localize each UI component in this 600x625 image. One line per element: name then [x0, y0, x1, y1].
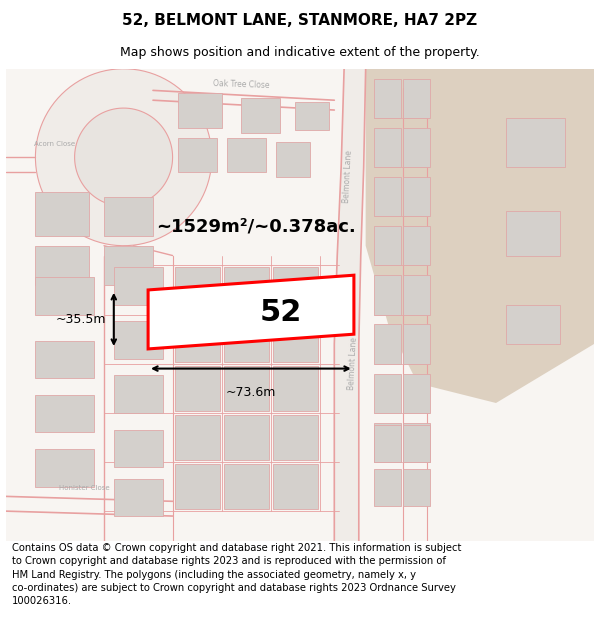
Bar: [374, 424, 401, 462]
Bar: [403, 469, 430, 506]
Bar: [403, 275, 430, 314]
Bar: [35, 341, 94, 378]
Bar: [295, 102, 329, 130]
Polygon shape: [35, 69, 212, 246]
Bar: [275, 142, 310, 177]
Bar: [35, 395, 94, 432]
Bar: [35, 192, 89, 236]
Bar: [403, 422, 430, 462]
Polygon shape: [365, 69, 594, 403]
Bar: [35, 277, 94, 314]
Bar: [241, 98, 280, 132]
Bar: [224, 415, 269, 460]
Text: 52, BELMONT LANE, STANMORE, HA7 2PZ: 52, BELMONT LANE, STANMORE, HA7 2PZ: [122, 13, 478, 28]
Bar: [114, 376, 163, 413]
Text: Belmont Lane: Belmont Lane: [347, 337, 359, 390]
Bar: [403, 424, 430, 462]
Bar: [506, 304, 560, 344]
Polygon shape: [148, 275, 354, 349]
Text: Oak Tree Close: Oak Tree Close: [213, 79, 269, 91]
Text: Acorn Close: Acorn Close: [34, 141, 76, 148]
Bar: [374, 422, 401, 462]
Bar: [175, 464, 220, 509]
Bar: [35, 449, 94, 486]
Bar: [272, 316, 317, 362]
Text: Belmont Lane: Belmont Lane: [342, 150, 354, 204]
Bar: [403, 127, 430, 167]
Bar: [374, 324, 401, 364]
Bar: [178, 138, 217, 172]
Text: ~35.5m: ~35.5m: [55, 313, 106, 326]
Bar: [403, 177, 430, 216]
Bar: [178, 93, 221, 128]
Bar: [114, 429, 163, 467]
Bar: [175, 415, 220, 460]
Bar: [506, 118, 565, 167]
Bar: [272, 366, 317, 411]
Bar: [114, 479, 163, 516]
Bar: [272, 415, 317, 460]
Bar: [403, 226, 430, 266]
Bar: [175, 268, 220, 312]
Polygon shape: [74, 108, 173, 206]
Bar: [272, 464, 317, 509]
Bar: [374, 177, 401, 216]
Bar: [403, 374, 430, 413]
Bar: [104, 196, 153, 236]
Bar: [374, 79, 401, 118]
Bar: [227, 138, 266, 172]
Polygon shape: [334, 69, 365, 541]
Bar: [272, 268, 317, 312]
Bar: [224, 366, 269, 411]
Bar: [374, 469, 401, 506]
Bar: [224, 464, 269, 509]
Text: ~1529m²/~0.378ac.: ~1529m²/~0.378ac.: [156, 217, 356, 235]
Bar: [114, 268, 163, 304]
Text: Honister Close: Honister Close: [59, 486, 110, 491]
Bar: [35, 246, 89, 285]
Text: ~73.6m: ~73.6m: [226, 386, 276, 399]
Bar: [403, 79, 430, 118]
Bar: [104, 246, 153, 285]
Bar: [175, 316, 220, 362]
Bar: [403, 324, 430, 364]
Bar: [374, 226, 401, 266]
Bar: [224, 268, 269, 312]
Bar: [374, 127, 401, 167]
Bar: [374, 275, 401, 314]
Text: Contains OS data © Crown copyright and database right 2021. This information is : Contains OS data © Crown copyright and d…: [12, 543, 461, 606]
Bar: [224, 316, 269, 362]
Bar: [374, 374, 401, 413]
Text: 52: 52: [259, 298, 302, 326]
Bar: [114, 321, 163, 359]
Bar: [506, 211, 560, 256]
Text: Map shows position and indicative extent of the property.: Map shows position and indicative extent…: [120, 46, 480, 59]
Bar: [175, 366, 220, 411]
